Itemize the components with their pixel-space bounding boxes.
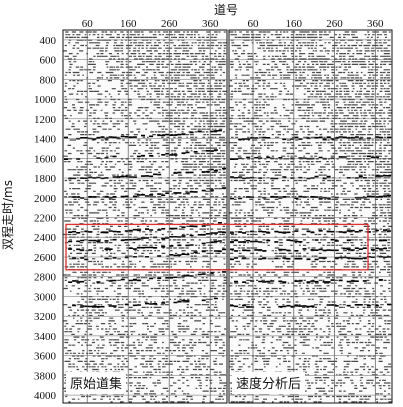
panel-label: 原始道集 — [70, 376, 122, 392]
panel-frame — [228, 29, 393, 404]
y-tick-label: 2400 — [34, 232, 57, 244]
y-tick-label: 1000 — [34, 94, 57, 106]
y-tick-label: 4000 — [34, 390, 57, 402]
y-tick-label: 1800 — [34, 173, 57, 185]
y-tick-label: 2600 — [34, 252, 57, 264]
highlight-window-box — [65, 223, 369, 271]
y-tick-label: 3400 — [34, 331, 57, 343]
panel-frame — [62, 29, 228, 404]
panel-label-box — [66, 372, 126, 394]
y-axis-title: 双程走时/ms — [0, 180, 15, 250]
x-tick-label: 360 — [202, 18, 219, 30]
x-tick-label: 60 — [248, 18, 260, 30]
y-tick-label: 2200 — [34, 213, 57, 225]
y-tick-label: 3800 — [34, 370, 57, 382]
x-tick-label: 260 — [326, 18, 343, 30]
x-tick-label: 60 — [82, 18, 94, 30]
x-tick-label: 360 — [367, 18, 384, 30]
panel-label-box — [232, 372, 305, 394]
x-tick-label: 160 — [120, 18, 137, 30]
panel-label: 速度分析后 — [236, 376, 301, 392]
y-tick-label: 3600 — [34, 351, 57, 363]
x-tick-label: 260 — [161, 18, 178, 30]
y-tick-label: 400 — [40, 35, 57, 47]
y-tick-label: 600 — [40, 55, 57, 67]
y-tick-labels: 400 600 800 1000 1200 1400 1600 1800 2000 2200 240… — [34, 35, 57, 402]
y-tick-label: 1600 — [34, 153, 57, 165]
seismic-trace-texture — [229, 31, 393, 403]
x-tick-labels: 60 160 260 360 60 160 260 360 — [82, 18, 384, 30]
y-tick-label: 1400 — [34, 134, 57, 146]
reflection-events — [64, 129, 226, 308]
x-axis-title: 道号 — [214, 3, 238, 17]
x-tick-label: 160 — [286, 18, 303, 30]
panel-after-velocity-analysis: 速度分析后 — [228, 29, 393, 404]
reflection-events — [230, 136, 391, 308]
y-tick-label: 2000 — [34, 193, 57, 205]
y-tick-label: 800 — [40, 74, 57, 86]
y-tick-label: 1200 — [34, 114, 57, 126]
panel-original-gather: 原始道集 — [62, 29, 228, 404]
y-tick-label: 3000 — [34, 291, 57, 303]
y-tick-label: 3200 — [34, 311, 57, 323]
y-tick-label: 2800 — [34, 272, 57, 284]
overlay-layer — [65, 223, 369, 271]
